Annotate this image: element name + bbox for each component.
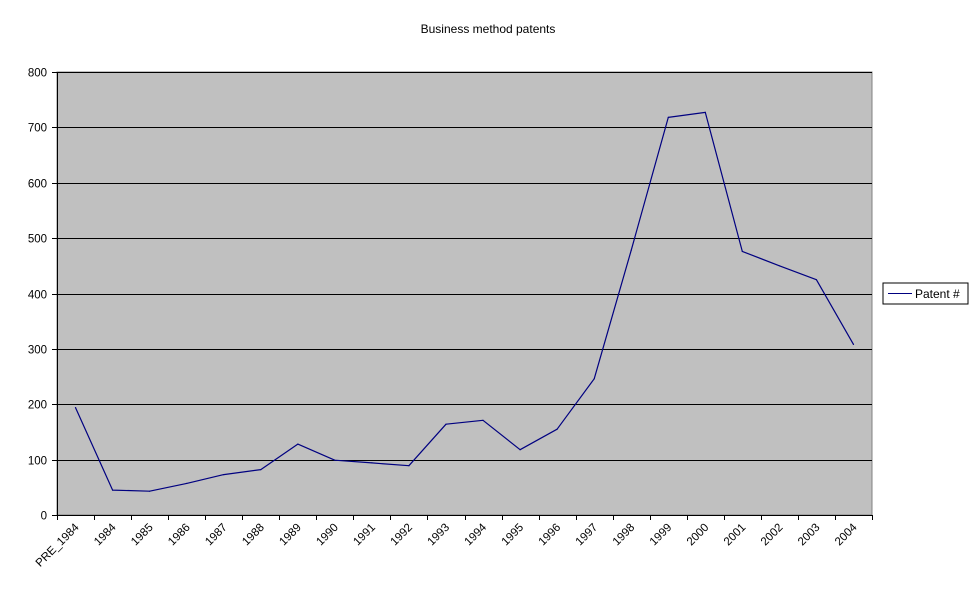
x-tick-label: 2000 <box>685 522 712 549</box>
data-point <box>334 459 336 461</box>
y-tick-label: 600 <box>28 179 47 191</box>
x-tick-label: 1986 <box>166 522 193 549</box>
data-point <box>630 249 632 251</box>
x-tick-label: 1991 <box>351 522 378 549</box>
data-point <box>260 469 262 471</box>
legend-box <box>882 282 969 305</box>
data-point <box>704 111 706 113</box>
chart-title: Business method patents <box>421 22 556 36</box>
series-line <box>74 111 855 492</box>
data-point <box>74 407 77 409</box>
plot-area <box>56 71 873 516</box>
x-tick-label: 1988 <box>240 522 267 549</box>
y-tick-label: 300 <box>28 345 47 357</box>
x-tick-label: 1999 <box>648 522 675 549</box>
data-point <box>593 378 595 380</box>
data-point <box>371 462 373 464</box>
data-point <box>815 279 818 281</box>
data-point <box>778 265 781 267</box>
axes <box>52 72 873 520</box>
x-tick-label: 1997 <box>574 522 601 549</box>
x-tick-label: 1985 <box>129 522 156 549</box>
data-point <box>556 428 558 430</box>
x-tick-label: 1996 <box>537 522 564 549</box>
y-tick-labels: 0 100 200 300 400 500 600 700 800 <box>28 68 47 523</box>
x-tick-label: 1995 <box>500 522 527 549</box>
y-tick-label: 200 <box>28 400 47 412</box>
gridlines <box>57 72 872 461</box>
data-point <box>149 490 151 492</box>
y-tick-label: 500 <box>28 234 47 246</box>
data-point <box>223 474 225 476</box>
data-point <box>482 419 484 421</box>
data-point <box>408 465 410 467</box>
data-point <box>741 250 743 252</box>
y-tick-label: 700 <box>28 123 47 135</box>
data-point <box>297 443 299 445</box>
x-tick-label: 1994 <box>463 521 490 548</box>
x-tick-label: 1998 <box>611 522 638 549</box>
y-tick-label: 800 <box>28 68 47 80</box>
x-tick-label: 2004 <box>833 521 860 548</box>
x-tick-label: 1984 <box>92 521 119 548</box>
x-tick-label: PRE_1984 <box>34 521 82 569</box>
x-tick-label: 1992 <box>388 522 415 549</box>
data-point <box>852 343 855 345</box>
y-tick-label: 0 <box>41 511 47 523</box>
data-point <box>519 449 521 451</box>
y-tick-label: 100 <box>28 456 47 468</box>
legend-label: Patent # <box>915 287 960 301</box>
legend: Patent # <box>882 282 969 305</box>
x-tick-label: 2001 <box>722 522 749 549</box>
x-tick-label: 1987 <box>203 522 230 549</box>
y-tick-label: 400 <box>28 290 47 302</box>
x-tick-label: 1993 <box>426 522 453 549</box>
x-tick-label: 1989 <box>277 522 304 549</box>
data-point <box>445 423 447 425</box>
x-tick-label: 2002 <box>759 522 786 549</box>
x-tick-labels: PRE_1984 1984 1985 1986 1987 1988 1989 1990 1991… <box>34 521 860 569</box>
data-point <box>186 482 188 484</box>
x-tick-label: 1990 <box>314 522 341 549</box>
data-point <box>667 116 669 118</box>
data-point <box>112 489 114 491</box>
series-layer <box>74 111 855 492</box>
x-tick-label: 2003 <box>796 522 823 549</box>
